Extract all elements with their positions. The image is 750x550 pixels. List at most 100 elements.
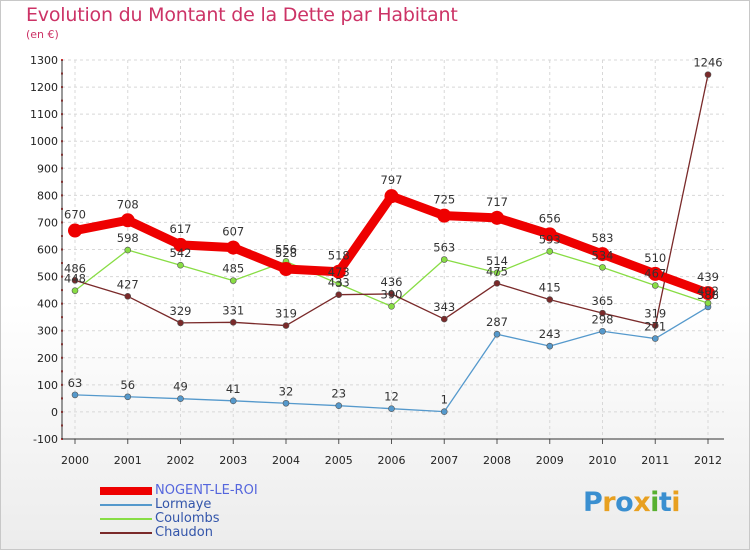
data-point: [229, 319, 237, 326]
data-point: [71, 277, 79, 284]
data-point: [493, 280, 501, 287]
data-label: 23: [331, 387, 346, 401]
data-point: [704, 299, 712, 307]
y-tick-label: 200: [37, 352, 58, 365]
logo-letter: i: [671, 487, 681, 518]
legend-label: Lormaye: [155, 497, 212, 512]
data-point: [177, 319, 184, 327]
x-tick-label: 2003: [219, 454, 247, 467]
data-point: [226, 240, 241, 255]
data-point: [440, 256, 448, 263]
data-label: 32: [279, 384, 294, 398]
data-label: 415: [539, 281, 561, 295]
x-tick-label: 2000: [61, 454, 89, 467]
y-tick-label: 700: [37, 216, 58, 229]
data-label: 607: [222, 225, 244, 239]
data-point: [177, 395, 184, 402]
data-point: [335, 402, 343, 410]
data-point: [68, 223, 82, 238]
data-point: [542, 227, 557, 242]
data-label: 56: [120, 378, 135, 392]
data-label: 436: [381, 275, 403, 289]
legend-swatch: [100, 504, 152, 506]
data-point: [651, 322, 659, 329]
data-point: [124, 246, 132, 254]
data-label: 448: [64, 272, 86, 286]
data-label: 390: [381, 287, 403, 301]
legend-item: Lormaye: [100, 498, 258, 512]
data-point: [493, 269, 501, 277]
y-tick-label: 300: [37, 325, 58, 338]
x-tick-label: 2008: [483, 454, 511, 467]
y-tick-label: 900: [37, 162, 58, 175]
data-label: 514: [486, 254, 508, 268]
data-point: [120, 213, 135, 228]
x-tick-label: 2005: [325, 454, 353, 467]
data-point: [546, 296, 554, 303]
data-label: 298: [592, 312, 614, 326]
y-tick-label: 0: [51, 406, 58, 419]
data-label: 49: [173, 380, 188, 394]
data-point: [648, 266, 663, 281]
x-tick-label: 2006: [378, 454, 406, 467]
logo-letter: i: [650, 487, 659, 518]
data-label: 1: [441, 393, 448, 407]
data-label: 518: [328, 249, 350, 263]
x-tick-label: 2012: [694, 454, 722, 467]
data-point: [124, 293, 132, 300]
data-point: [595, 247, 610, 262]
data-point: [599, 309, 606, 317]
y-tick-label: 1100: [30, 108, 58, 121]
data-label: 583: [592, 231, 614, 245]
data-label: 708: [117, 197, 139, 211]
data-label: 343: [433, 300, 455, 314]
x-tick-label: 2004: [272, 454, 300, 467]
data-label: 485: [222, 262, 244, 276]
data-label: 593: [539, 232, 561, 246]
data-point: [546, 248, 554, 255]
data-label: 243: [539, 327, 561, 341]
data-label: 271: [644, 320, 666, 334]
chart-title: Evolution du Montant de la Dette par Hab…: [26, 4, 458, 26]
legend-label: NOGENT-LE-ROI: [155, 483, 258, 498]
data-point: [331, 264, 346, 279]
data-label: 510: [644, 251, 666, 265]
data-point: [599, 327, 606, 335]
data-label: 563: [433, 241, 455, 255]
y-tick-label: 100: [37, 379, 58, 392]
data-point: [335, 280, 343, 288]
data-label: 486: [64, 261, 86, 275]
data-label: 473: [328, 265, 350, 279]
data-point: [493, 330, 501, 338]
data-label: 433: [328, 276, 350, 290]
data-point: [651, 282, 659, 289]
data-label: 402: [697, 284, 719, 298]
data-point: [599, 264, 606, 271]
data-label: 656: [539, 211, 561, 225]
data-label: 319: [644, 307, 666, 321]
logo-letter: x: [633, 487, 651, 518]
x-tick-label: 2001: [114, 454, 142, 467]
data-label: 717: [486, 195, 508, 209]
data-point: [490, 210, 504, 225]
grid-lines: [62, 59, 724, 440]
axes: -100 0 100 200 300 400 500 600 700 800 900 1000 1100…: [30, 54, 724, 467]
data-point: [229, 277, 237, 284]
data-point: [173, 237, 188, 252]
y-tick-label: 600: [37, 244, 58, 257]
legend-swatch: [100, 487, 152, 495]
data-label: 598: [117, 231, 139, 245]
data-point: [177, 261, 184, 269]
logo-letter: o: [615, 487, 634, 518]
data-label: 319: [275, 307, 297, 321]
data-point: [71, 391, 79, 399]
data-label: 41: [226, 382, 241, 396]
legend-item: Coulombs: [100, 512, 258, 526]
legend-item: Chaudon: [100, 526, 258, 540]
data-label: 475: [486, 264, 508, 278]
data-label: 1246: [693, 56, 722, 70]
x-tick-label: 2009: [536, 454, 564, 467]
y-tick-label: 800: [37, 189, 58, 202]
legend-swatch: [100, 518, 152, 520]
data-label: 797: [381, 173, 403, 187]
